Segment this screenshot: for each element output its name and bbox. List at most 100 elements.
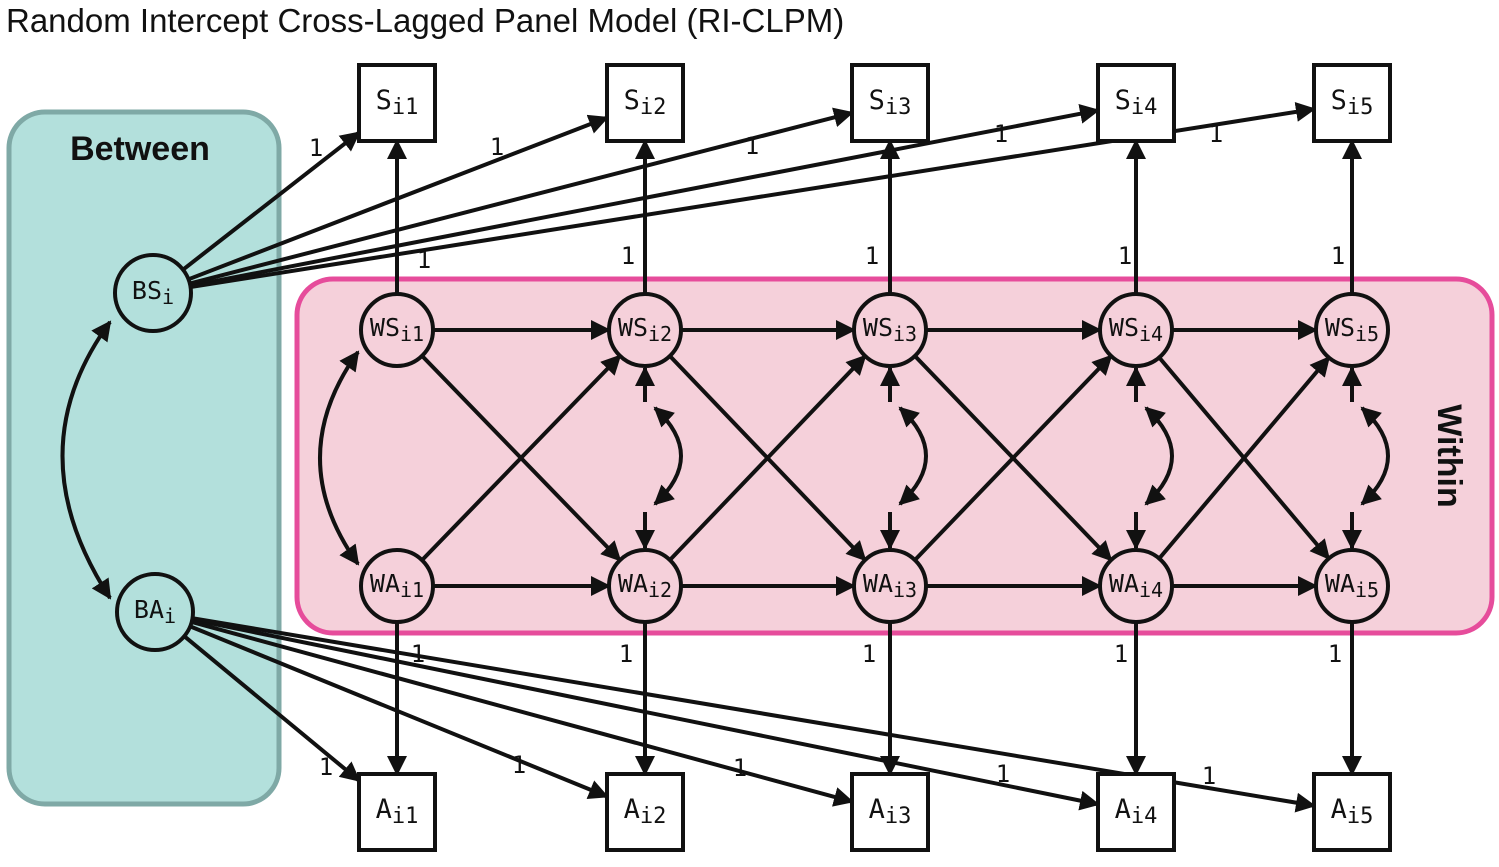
bs-loading-label-1: 1 [309,134,323,162]
between-panel [6,109,282,807]
bs-loading-label-4: 1 [994,120,1008,148]
node-wa1: WAi1 [359,548,435,624]
wa-to-ws-crosslag-3-arrow [913,354,1113,562]
node-wa4-label-base: WA [1109,569,1139,598]
wa-to-ws-crosslag-2-arrow [668,354,867,562]
node-bs-label-subscript: i [162,285,174,309]
node-ws1: WSi1 [359,292,435,368]
node-a5-label-base: A [1331,794,1347,825]
node-ws2-label: WSi2 [618,313,672,347]
node-wa3-label: WAi3 [863,569,917,603]
ws-loading-label-3: 1 [865,242,879,270]
node-ws1-label-base: WS [370,313,400,342]
node-ws1-label-subscript: i1 [400,322,424,346]
node-ws3-label: WSi3 [863,313,917,347]
node-ws4-shape [1098,292,1174,368]
node-a1-label-base: A [376,794,392,825]
path-edges [60,101,1390,813]
node-a3-label-subscript: i3 [885,804,912,829]
node-s1-shape [357,63,437,143]
node-ba-label: BAi [134,595,176,629]
node-ws2: WSi2 [607,292,683,368]
node-s2-label-base: S [624,85,640,116]
node-ws4: WSi4 [1098,292,1174,368]
node-s3-label-subscript: i3 [885,95,912,120]
node-a3: Ai3 [850,772,930,852]
within-label: Within [1430,404,1468,508]
node-a4-shape [1096,772,1176,852]
ws-loading-label-4: 1 [1118,242,1132,270]
loading-labels: 1 1 1 1 1 1 1 1 1 1 1 1 1 1 1 1 1 1 1 1 [309,120,1345,790]
node-s4-label: Si4 [1115,85,1158,120]
node-wa4-label: WAi4 [1109,569,1163,603]
node-s2: Si2 [605,63,685,143]
node-ba-label-subscript: i [164,604,176,628]
node-a5-label: Ai5 [1331,794,1374,829]
node-s1-label-subscript: i1 [392,95,419,120]
node-ws3: WSi3 [852,292,928,368]
wa-loading-label-3: 1 [862,640,876,668]
node-a4-label-base: A [1115,794,1131,825]
wa-loading-label-1: 1 [411,640,425,668]
ba-loading-label-5: 1 [1202,762,1216,790]
between-label: Between [70,130,210,168]
node-s3-shape [850,63,930,143]
node-wa2: WAi2 [607,548,683,624]
node-wa2-label: WAi2 [618,569,672,603]
node-ws5-label: WSi5 [1325,313,1379,347]
node-ws4-label-subscript: i4 [1139,322,1163,346]
residual-covariance-3-arrow [898,406,928,506]
node-a1: Ai1 [357,772,437,852]
node-a1-shape [357,772,437,852]
diagram-nodes: BSiBAiWSi1WAi1Si1Ai1WSi2WAi2Si2Ai2WSi3WA… [113,63,1392,852]
node-a1-label-subscript: i1 [392,804,419,829]
node-wa3-label-subscript: i3 [893,578,917,602]
node-wa2-label-base: WA [618,569,648,598]
node-a4: Ai4 [1096,772,1176,852]
residual-covariance-4-arrow [1144,406,1174,506]
node-ws5-shape [1314,292,1390,368]
diagram-title: Random Intercept Cross-Lagged Panel Mode… [6,2,845,39]
node-wa5-label-subscript: i5 [1355,578,1379,602]
node-wa5: WAi5 [1314,548,1390,624]
node-wa2-shape [607,548,683,624]
node-ws5-label-base: WS [1325,313,1355,342]
node-s4: Si4 [1096,63,1176,143]
node-s3-label-base: S [869,85,885,116]
node-ws2-shape [607,292,683,368]
node-s2-label-subscript: i2 [640,95,667,120]
residual-covariance-5-arrow [1360,406,1390,506]
node-ba: BAi [115,572,195,652]
node-ws2-label-subscript: i2 [648,322,672,346]
wa-to-ws-crosslag-4-arrow [1157,355,1331,560]
node-wa3-shape [852,548,928,624]
node-s5-label-subscript: i5 [1347,95,1374,120]
ba-to-a3-arrow [191,620,854,807]
node-wa4-label-subscript: i4 [1139,578,1163,602]
ws-loading-label-5: 1 [1331,242,1345,270]
bs-loading-label-3: 1 [745,132,759,160]
node-a2-label: Ai2 [624,794,667,829]
node-a2-label-subscript: i2 [640,804,667,829]
bs-loading-label-2: 1 [490,133,504,161]
node-a4-label: Ai4 [1115,794,1158,829]
node-a2-label-base: A [624,794,640,825]
node-s4-label-subscript: i4 [1131,95,1158,120]
node-a2-shape [605,772,685,852]
ws-loading-label-1: 1 [417,246,431,274]
node-a5: Ai5 [1312,772,1392,852]
node-ws5-label-subscript: i5 [1355,322,1379,346]
node-a3-label: Ai3 [869,794,912,829]
wa-loading-label-2: 1 [619,640,633,668]
node-a4-label-subscript: i4 [1131,804,1158,829]
node-a5-label-subscript: i5 [1347,804,1374,829]
ba-loading-label-1: 1 [319,753,333,781]
node-ws5: WSi5 [1314,292,1390,368]
node-s1-label-base: S [376,85,392,116]
node-wa4: WAi4 [1098,548,1174,624]
node-s1: Si1 [357,63,437,143]
node-s5-shape [1312,63,1392,143]
ba-to-a1-arrow [183,634,361,783]
node-ws3-label-base: WS [863,313,893,342]
